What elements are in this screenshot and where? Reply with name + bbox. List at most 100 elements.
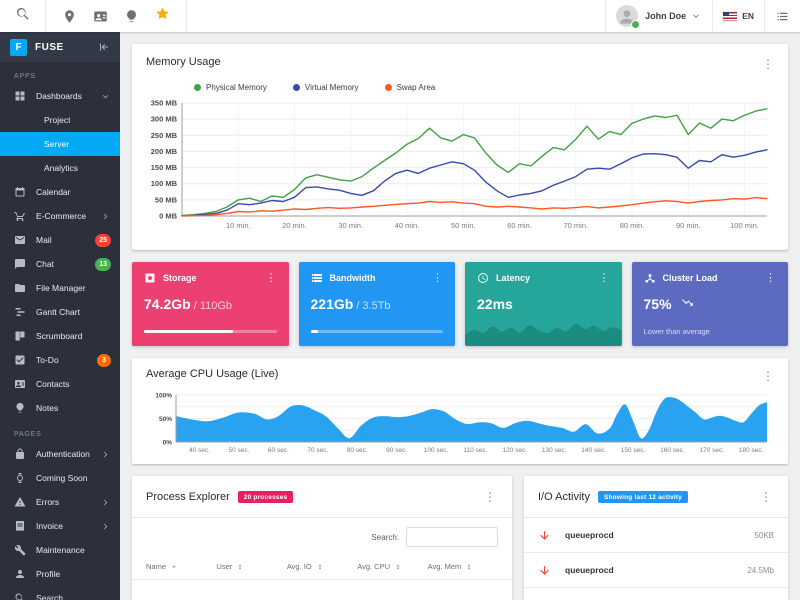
process-search-input[interactable] (406, 527, 498, 547)
column-header-avg-cpu[interactable]: Avg. CPU (357, 562, 427, 571)
more-menu-icon[interactable]: ⋮ (760, 490, 772, 504)
column-header-user[interactable]: User (216, 562, 286, 571)
legend-item: Swap Area (384, 83, 435, 92)
cpu-area-chart: 0% 50% 100% 40 sec. 50 sec. 60 sec. 70 sec. 80 … (146, 392, 782, 458)
legend-dot (384, 84, 392, 91)
more-menu-icon[interactable]: ⋮ (432, 271, 443, 284)
stat-card-value: 75% (644, 296, 777, 312)
more-menu-icon[interactable]: ⋮ (762, 57, 774, 71)
chevron-down-icon (100, 91, 111, 102)
column-header-name[interactable]: Name (146, 562, 216, 571)
sidebar-item-coming-soon[interactable]: Coming Soon (0, 466, 120, 490)
star-shortcut-button[interactable] (147, 0, 178, 32)
stat-card-title: Cluster Load (662, 273, 718, 283)
stat-card-subtitle: Lower than average (643, 327, 710, 336)
chevron-right-icon (100, 497, 111, 508)
nav-item-label: Errors (36, 497, 60, 507)
more-menu-icon[interactable]: ⋮ (484, 490, 496, 504)
svg-text:40 sec.: 40 sec. (189, 447, 210, 454)
svg-text:50 sec.: 50 sec. (229, 447, 250, 454)
io-activity-title: I/O Activity (538, 491, 590, 503)
column-header-avg-mem[interactable]: Avg. Mem (428, 562, 498, 571)
sidebar-item-contacts[interactable]: Contacts (0, 372, 120, 396)
trending-down-icon (681, 296, 694, 309)
more-menu-icon[interactable]: ⋮ (598, 271, 610, 284)
sidebar-item-scrumboard[interactable]: Scrumboard (0, 324, 120, 348)
column-header-avg-io[interactable]: Avg. IO (287, 562, 357, 571)
stat-card-total: / 110Gb (193, 300, 233, 312)
quick-panel-button[interactable] (764, 0, 800, 32)
chevron-right-icon (100, 449, 111, 460)
sidebar-item-dashboards[interactable]: Dashboards (0, 84, 120, 108)
sidebar-item-invoice[interactable]: Invoice (0, 514, 120, 538)
sidebar-item-project[interactable]: Project (0, 108, 120, 132)
search-icon (15, 6, 31, 27)
mail-icon (14, 234, 26, 246)
count-badge: 3 (97, 353, 111, 367)
sort-both-icon (236, 563, 244, 571)
calendar-icon (14, 186, 26, 198)
online-status-dot (631, 20, 641, 29)
sidebar-item-file-manager[interactable]: File Manager (0, 276, 120, 300)
fuse-logo: F (10, 38, 27, 56)
contacts-shortcut-button[interactable] (85, 0, 116, 32)
sidebar-item-gantt-chart[interactable]: Gantt Chart (0, 300, 120, 324)
memory-usage-card: Memory Usage ⋮ Physical Memory Virtual Me… (132, 44, 788, 250)
io-activity-badge: Showing last 12 activity (597, 491, 689, 503)
menu-list-icon (775, 9, 790, 24)
io-activity-row[interactable]: queueprocd 24.5Mb (524, 553, 788, 588)
nav-item-label: Contacts (36, 379, 70, 389)
language-selector[interactable]: EN (712, 0, 764, 32)
sidebar-item-chat[interactable]: Chat 13 (0, 252, 120, 276)
nav-item-label: Search (36, 593, 63, 600)
count-badge: 25 (95, 233, 111, 247)
sidebar-item-mail[interactable]: Mail 25 (0, 228, 120, 252)
search-icon (14, 592, 26, 600)
brand-name: FUSE (35, 41, 64, 53)
nav-item-label: E-Commerce (36, 211, 87, 221)
sidebar-item-errors[interactable]: Errors (0, 490, 120, 514)
board-icon (14, 330, 26, 342)
sidebar-collapse-icon[interactable] (98, 41, 110, 53)
user-menu[interactable]: John Doe (605, 0, 712, 32)
gantt-icon (14, 306, 26, 318)
nav-item-label: Calendar (36, 187, 71, 197)
nav-section-label: PAGES (14, 431, 42, 438)
sort-both-icon (316, 563, 324, 571)
sidebar-item-notes[interactable]: Notes (0, 396, 120, 420)
sidebar-item-authentication[interactable]: Authentication (0, 442, 120, 466)
sort-both-icon (465, 563, 473, 571)
more-menu-icon[interactable]: ⋮ (765, 271, 776, 284)
sidebar-item-e-commerce[interactable]: E-Commerce (0, 204, 120, 228)
sidebar-item-to-do[interactable]: To-Do 3 (0, 348, 120, 372)
sidebar-item-maintenance[interactable]: Maintenance (0, 538, 120, 562)
column-label: Name (146, 562, 167, 571)
svg-text:70 min.: 70 min. (563, 221, 588, 230)
nav-item-label: Server (44, 139, 70, 149)
chevron-down-icon (690, 10, 702, 22)
search-label: Search: (371, 532, 399, 542)
more-menu-icon[interactable]: ⋮ (265, 271, 277, 284)
stat-cards-row: Storage ⋮ 74.2Gb/ 110Gb Bandwidth ⋮ 221Gb/ 3.… (132, 262, 788, 346)
more-menu-icon[interactable]: ⋮ (762, 369, 774, 383)
sort-both-icon (394, 563, 402, 571)
sidebar-item-calendar[interactable]: Calendar (0, 180, 120, 204)
svg-text:20 min.: 20 min. (282, 221, 307, 230)
svg-text:160 sec.: 160 sec. (660, 447, 685, 454)
nav-item-label: Gantt Chart (36, 307, 80, 317)
watch-icon (14, 472, 26, 484)
search-button[interactable] (0, 0, 46, 32)
sidebar-item-search[interactable]: Search (0, 586, 120, 600)
sidebar-item-analytics[interactable]: Analytics (0, 156, 120, 180)
sidebar-item-server[interactable]: Server (0, 132, 120, 156)
legend-item: Virtual Memory (292, 83, 359, 92)
place-shortcut-button[interactable] (54, 0, 85, 32)
io-activity-row[interactable]: queueprocd 50KB (524, 518, 788, 553)
main-content: Memory Usage ⋮ Physical Memory Virtual Me… (120, 32, 800, 600)
sidebar-item-profile[interactable]: Profile (0, 562, 120, 586)
lightbulb-shortcut-button[interactable] (116, 0, 147, 32)
nav-item-label: Authentication (36, 449, 90, 459)
svg-text:90 min.: 90 min. (676, 221, 701, 230)
contacts-icon (93, 9, 108, 24)
svg-text:150 MB: 150 MB (151, 163, 178, 172)
